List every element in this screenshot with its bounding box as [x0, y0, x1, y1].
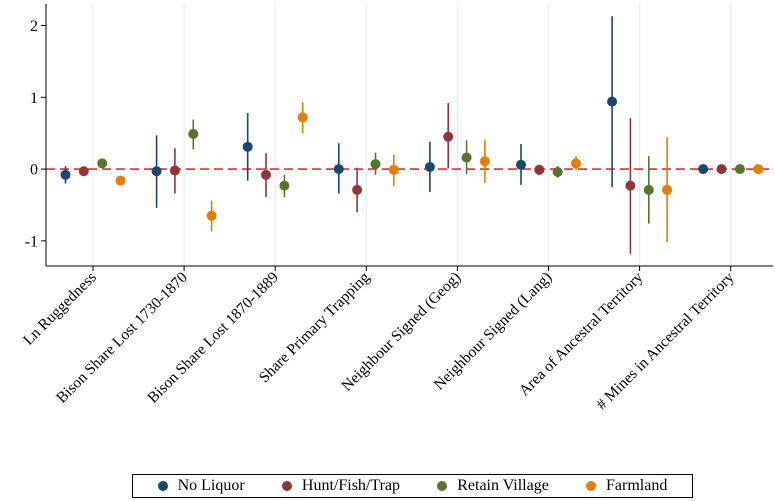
legend-item-hunt-fish-trap: Hunt/Fish/Trap	[281, 477, 401, 495]
data-point	[552, 166, 563, 177]
data-point	[516, 159, 526, 170]
legend-label: Hunt/Fish/Trap	[301, 477, 401, 494]
data-point	[534, 164, 545, 175]
data-point	[78, 166, 89, 177]
data-point	[753, 164, 764, 175]
data-point	[169, 165, 180, 176]
data-point	[370, 159, 381, 170]
legend-item-retain-village: Retain Village	[437, 477, 549, 495]
data-point	[97, 158, 108, 169]
data-point	[662, 184, 673, 195]
legend-item-farmland: Farmland	[586, 477, 667, 495]
y-tick-label: 0	[30, 162, 38, 179]
legend-item-no-liquor: No Liquor	[157, 477, 245, 495]
data-point	[188, 128, 199, 139]
data-point	[643, 184, 654, 195]
data-point	[352, 184, 363, 195]
data-point	[279, 180, 290, 191]
legend: No Liquor Hunt/Fish/Trap Retain Village …	[132, 474, 693, 498]
legend-label: Farmland	[606, 477, 668, 494]
data-point	[479, 156, 490, 167]
data-point	[716, 164, 727, 175]
data-point	[206, 210, 217, 221]
legend-swatch-retain-village	[437, 481, 448, 491]
data-point	[607, 96, 618, 107]
point-estimates	[60, 96, 764, 221]
x-tick-label: Ln Ruggedness	[20, 269, 100, 349]
data-point	[242, 141, 253, 152]
legend-label: Retain Village	[457, 477, 549, 494]
data-point	[625, 180, 636, 191]
data-point	[461, 152, 472, 163]
legend-swatch-no-liquor	[157, 481, 168, 491]
data-point	[333, 164, 344, 175]
data-point	[297, 112, 308, 123]
data-point	[60, 169, 71, 180]
legend-swatch-farmland	[586, 481, 597, 491]
y-tick-label: 1	[30, 90, 38, 107]
data-point	[424, 161, 435, 172]
y-tick-label: 2	[30, 18, 38, 35]
data-point	[443, 131, 454, 142]
legend-swatch-hunt-fish-trap	[281, 481, 292, 491]
y-tick-label: -1	[25, 233, 38, 250]
data-point	[151, 166, 162, 177]
data-point	[115, 175, 126, 186]
data-point	[261, 169, 271, 180]
grid-lines	[92, 4, 732, 266]
data-point	[698, 164, 709, 175]
data-point	[734, 164, 745, 175]
data-point	[388, 164, 399, 175]
data-point	[571, 158, 581, 169]
legend-label: No Liquor	[177, 477, 245, 494]
confidence-intervals	[64, 16, 760, 254]
